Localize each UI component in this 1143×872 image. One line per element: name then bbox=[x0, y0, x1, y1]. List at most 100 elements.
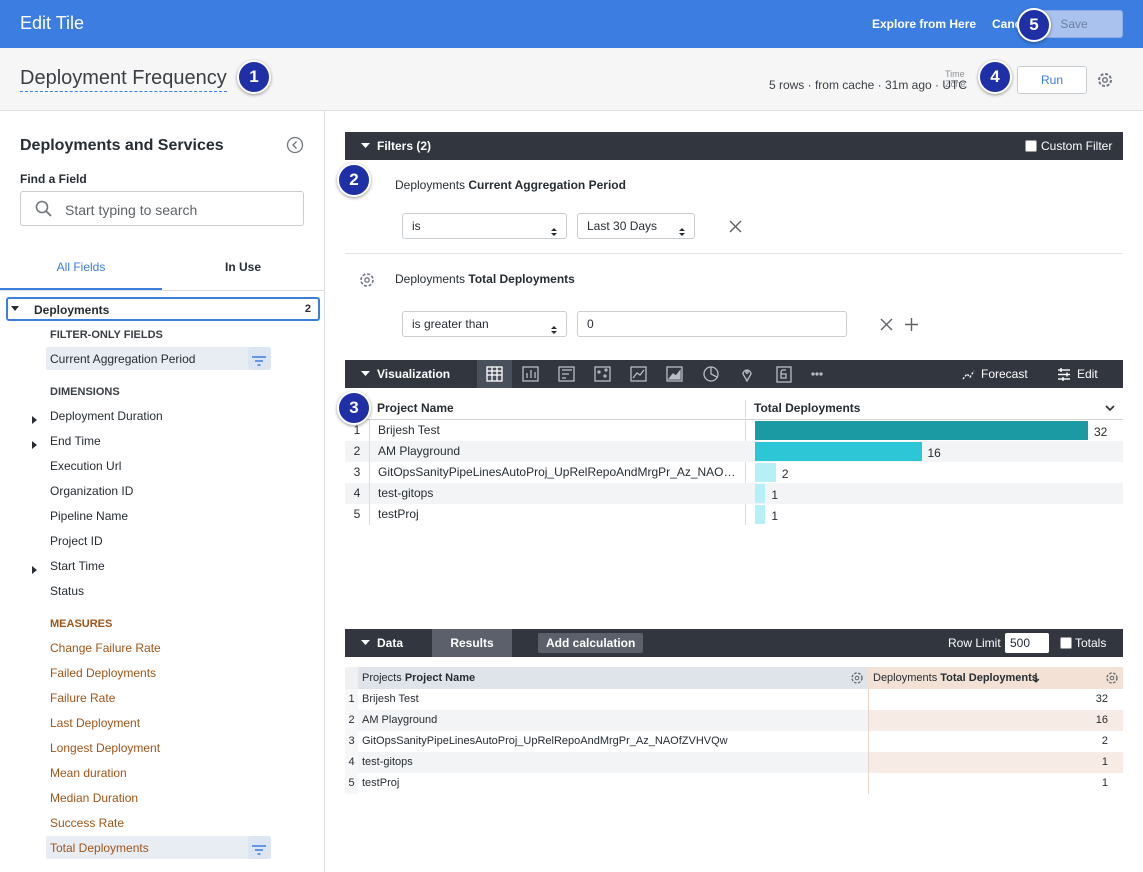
project-name[interactable]: test-gitops bbox=[362, 756, 413, 768]
remove-filter[interactable] bbox=[729, 220, 742, 233]
viz-type-icons[interactable] bbox=[477, 360, 837, 388]
field-item[interactable]: Failure Rate bbox=[50, 691, 116, 705]
explore-link[interactable]: Explore from Here bbox=[872, 17, 977, 31]
project-name[interactable]: Brijesh Test bbox=[378, 423, 440, 437]
measure-value: 1 bbox=[1101, 777, 1108, 789]
value-select[interactable]: Last 30 Days bbox=[577, 213, 695, 239]
visualization-bar[interactable]: Visualization Forecast Edit bbox=[345, 360, 1123, 388]
filter-value: 0 bbox=[587, 317, 594, 331]
field-highlight bbox=[46, 347, 271, 370]
field-item[interactable]: Last Deployment bbox=[50, 716, 141, 730]
project-name[interactable]: Brijesh Test bbox=[362, 693, 419, 705]
value-input[interactable]: 0 bbox=[577, 311, 847, 337]
project-name[interactable]: testProj bbox=[362, 777, 400, 789]
field-picker: Deployments and Services Find a Field St… bbox=[0, 111, 325, 872]
project-name[interactable]: GitOpsSanityPipeLinesAutoProj_UpRelRepoA… bbox=[378, 465, 738, 479]
viz-column-header[interactable]: Project Name bbox=[377, 401, 454, 415]
expand-caret bbox=[32, 436, 37, 449]
project-name[interactable]: AM Playground bbox=[362, 714, 438, 726]
explore-name: Deployments and Services bbox=[20, 137, 224, 154]
settings-gear[interactable] bbox=[1096, 71, 1114, 89]
field-item[interactable]: Status bbox=[50, 584, 85, 598]
remove-filter-glyph bbox=[729, 220, 742, 233]
bar-value: 1 bbox=[771, 488, 779, 502]
filter-value: Last 30 Days bbox=[587, 219, 658, 233]
forecast-icon bbox=[962, 370, 975, 380]
project-name[interactable]: GitOpsSanityPipeLinesAutoProj_UpRelRepoA… bbox=[362, 735, 728, 747]
field-item[interactable]: Project ID bbox=[50, 534, 103, 548]
tab-in-use[interactable]: In Use bbox=[224, 260, 261, 274]
field-item[interactable]: Deployment Duration bbox=[50, 409, 163, 423]
add-filter-value-glyph bbox=[905, 318, 918, 331]
row-index: 3 bbox=[353, 465, 361, 479]
measure-header[interactable]: Deployments Total Deployments bbox=[868, 667, 1123, 689]
field-item[interactable]: Longest Deployment bbox=[50, 741, 161, 755]
collapse-button[interactable] bbox=[286, 136, 304, 154]
tab-all-fields[interactable]: All Fields bbox=[56, 260, 106, 274]
section-heading: DIMENSIONS bbox=[50, 386, 120, 398]
column-gear[interactable] bbox=[850, 671, 864, 685]
search-box[interactable]: Start typing to search bbox=[20, 191, 304, 226]
section-caret bbox=[361, 143, 370, 148]
field-item[interactable]: End Time bbox=[50, 434, 101, 448]
dimension-header[interactable]: Projects Project Name bbox=[358, 667, 868, 689]
measure-value: 2 bbox=[1101, 735, 1108, 747]
field-item[interactable]: Pipeline Name bbox=[50, 509, 129, 523]
row-index: 1 bbox=[348, 693, 355, 705]
measure-value: 1 bbox=[1101, 756, 1108, 768]
run-button[interactable]: Run bbox=[1017, 66, 1087, 94]
custom-filter-checkbox[interactable] bbox=[1025, 140, 1037, 152]
edit-button[interactable]: Edit bbox=[1077, 367, 1098, 381]
viz-row: 2 AM Playground 16 bbox=[345, 441, 1123, 462]
callout-badge: 2 bbox=[337, 163, 371, 197]
totals-checkbox[interactable] bbox=[1060, 637, 1072, 649]
viz-column-header[interactable]: Total Deployments bbox=[754, 401, 861, 415]
column-gear[interactable] bbox=[1105, 671, 1119, 685]
row-limit-input[interactable]: 500 bbox=[1005, 633, 1049, 653]
header-text: Deployments Total Deployments bbox=[873, 672, 1038, 684]
index-header bbox=[345, 667, 358, 689]
dimension-cell bbox=[358, 752, 868, 773]
expand-caret-glyph bbox=[32, 566, 37, 574]
project-name[interactable]: test-gitops bbox=[378, 486, 434, 500]
data-title: Data bbox=[377, 636, 404, 650]
forecast-button[interactable]: Forecast bbox=[981, 367, 1028, 381]
select-arrow bbox=[551, 221, 557, 236]
view-row[interactable]: Deployments 2 bbox=[6, 297, 320, 321]
add-filter-value[interactable] bbox=[905, 318, 918, 331]
index-cell bbox=[345, 731, 358, 752]
project-name[interactable]: AM Playground bbox=[378, 444, 461, 458]
result-row: 1 Brijesh Test 32 bbox=[345, 689, 1123, 710]
operator-select[interactable]: is bbox=[402, 213, 567, 239]
row-divider bbox=[369, 504, 370, 525]
remove-filter[interactable] bbox=[880, 318, 893, 331]
field-item[interactable]: Failed Deployments bbox=[50, 666, 157, 680]
field-item[interactable]: Total Deployments bbox=[50, 841, 149, 855]
field-item[interactable]: Start Time bbox=[50, 559, 105, 573]
data-bar[interactable]: Data Results Add calculation Row Limit 5… bbox=[345, 629, 1123, 657]
filter-gear[interactable] bbox=[358, 271, 376, 289]
section-caret bbox=[361, 640, 370, 645]
filter-indicator-glyph bbox=[252, 356, 266, 366]
totals-label: Totals bbox=[1075, 636, 1107, 650]
viz-selected bbox=[477, 360, 512, 388]
index-cell bbox=[345, 752, 358, 773]
column-menu[interactable] bbox=[1105, 405, 1115, 412]
field-item[interactable]: Organization ID bbox=[50, 484, 134, 498]
field-item[interactable]: Change Failure Rate bbox=[50, 641, 161, 655]
field-item[interactable]: Success Rate bbox=[50, 816, 125, 830]
operator-select[interactable]: is greater than bbox=[402, 311, 567, 337]
field-item[interactable]: Current Aggregation Period bbox=[50, 352, 196, 366]
filters-bar[interactable]: Filters (2) Custom Filter bbox=[345, 132, 1123, 160]
tile-title[interactable]: Deployment Frequency bbox=[20, 67, 227, 92]
field-item[interactable]: Median Duration bbox=[50, 791, 139, 805]
project-name[interactable]: testProj bbox=[378, 507, 419, 521]
results-tab[interactable]: Results bbox=[432, 629, 512, 657]
row-divider bbox=[369, 441, 370, 462]
viz-row: 5 testProj 1 bbox=[345, 504, 1123, 525]
field-item[interactable]: Mean duration bbox=[50, 766, 127, 780]
select-arrow bbox=[551, 319, 557, 334]
field-item[interactable]: Execution Url bbox=[50, 459, 122, 473]
add-calculation-button[interactable]: Add calculation bbox=[538, 633, 644, 653]
